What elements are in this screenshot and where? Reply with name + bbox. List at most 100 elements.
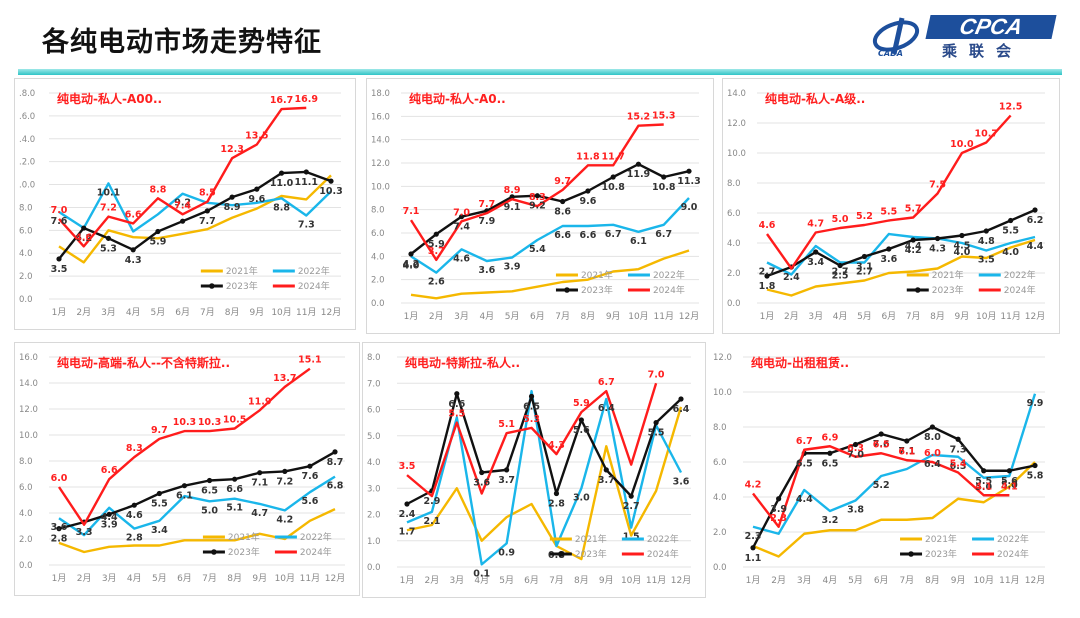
data-label: 3.5	[51, 264, 68, 275]
data-point-2023	[610, 174, 616, 180]
data-label: 4.3	[929, 244, 946, 255]
series-line-2024	[752, 445, 1010, 528]
chart-a00: .8.0 .6.0 .4.0 .2.0 .0.0 8.0 6.0 4.0 2.0 0.0 1月 2月 3…	[19, 89, 343, 318]
data-label: 12.3	[220, 144, 243, 155]
data-label: 3.3	[76, 527, 93, 538]
data-label: 5.0	[1001, 480, 1018, 491]
y-tick-label: 0.0	[371, 299, 385, 309]
x-tick-label: 10月	[976, 311, 996, 322]
data-label: 8.3	[126, 443, 143, 454]
y-tick-label: 6.0	[713, 458, 727, 468]
x-tick-label: 11月	[1000, 311, 1020, 322]
data-point-2023	[934, 235, 941, 242]
x-tick-label: 2月	[425, 575, 440, 586]
data-label: 6.7	[655, 229, 672, 240]
y-tick-label: 8.0	[367, 353, 381, 363]
data-label: 5.0	[975, 482, 992, 493]
y-tick-label: .8.0	[19, 89, 35, 99]
data-label: 2.4	[399, 509, 416, 520]
x-tick-label: 1月	[400, 575, 415, 586]
data-label: 6.5	[796, 458, 813, 469]
data-label: 3.9	[504, 262, 521, 273]
data-point-2023	[678, 396, 684, 402]
data-label: 3.1	[856, 262, 873, 273]
y-tick-label: 12.0	[19, 405, 38, 415]
data-label: 0.9	[498, 547, 515, 558]
x-tick-label: 10月	[621, 575, 641, 586]
svg-text:CADA: CADA	[878, 49, 903, 58]
data-label: 5.9	[573, 398, 590, 409]
data-label: 0.1	[473, 568, 490, 579]
y-tick-label: 8.0	[19, 203, 33, 213]
cada-logo-icon: CADA	[872, 17, 920, 58]
y-tick-label: 8.0	[19, 457, 33, 467]
x-tick-label: 7月	[200, 307, 215, 318]
data-label: 9.2	[174, 198, 191, 209]
data-label: 4.6	[126, 510, 143, 521]
data-label: 3.4	[807, 257, 824, 268]
data-label: 15.2	[627, 112, 650, 123]
data-label: 16.7	[270, 95, 293, 106]
data-point-2023	[910, 237, 916, 243]
x-tick-label: 8月	[930, 311, 945, 322]
x-tick-label: 9月	[252, 573, 267, 584]
data-point-2023	[106, 511, 112, 517]
legend-label: 2022年	[1004, 269, 1036, 281]
data-label: 7.9	[478, 216, 495, 227]
data-label: 4.2	[403, 259, 420, 270]
data-label: 5.5	[1002, 226, 1019, 237]
x-tick-label: 6月	[524, 575, 539, 586]
x-tick-label: 7月	[906, 311, 921, 322]
x-tick-label: 12月	[679, 311, 699, 322]
data-label: 11.9	[627, 169, 650, 180]
chart-title: 纯电动-出租租赁..	[751, 355, 849, 370]
y-tick-label: .2.0	[19, 158, 35, 168]
data-label: 8.0	[924, 432, 941, 443]
y-tick-label: 8.0	[713, 423, 727, 433]
data-point-2023	[686, 168, 692, 174]
data-point-2023	[603, 467, 609, 473]
data-label: 5.6	[1001, 476, 1018, 487]
data-label: 3.8	[847, 505, 864, 516]
x-tick-label: 4月	[126, 307, 141, 318]
series-line-2022	[766, 232, 1036, 276]
y-tick-label: 0.0	[713, 563, 727, 573]
data-label: 4.6	[75, 232, 92, 243]
chart-rental: 12.0 10.0 8.0 6.0 4.0 2.0 0.0 1月 2月 3月 4月 5月 6月 7月 8月 9…	[713, 353, 1045, 586]
x-tick-label: 4月	[474, 575, 489, 586]
x-tick-label: 4月	[823, 575, 838, 586]
y-tick-label: 2.0	[371, 276, 385, 286]
data-label: 6.4	[673, 404, 690, 415]
data-label: 9.6	[248, 194, 265, 205]
data-label: 7.1	[251, 478, 268, 489]
legend-marker-2023	[564, 287, 570, 293]
data-label: 2.3	[745, 531, 762, 542]
legend-label: 2022年	[653, 269, 685, 281]
x-tick-label: 6月	[177, 573, 192, 584]
data-label: 6.2	[75, 233, 92, 244]
data-label: 5.9	[428, 239, 445, 250]
data-point-2023	[105, 235, 112, 241]
legend-marker-2023	[209, 283, 215, 289]
chart-panel-a00: .8.0 .6.0 .4.0 .2.0 .0.0 8.0 6.0 4.0 2.0 0.0 1月 2月 3…	[14, 78, 356, 330]
x-tick-label: 4月	[833, 311, 848, 322]
data-point-2023	[454, 391, 460, 397]
cpca-logo: CADA CPCA 乘联会	[872, 12, 1060, 60]
data-point-2023	[764, 273, 770, 279]
data-label: 3.7	[598, 475, 615, 486]
legend-label: 2023年	[925, 548, 957, 560]
data-label: 3.6	[478, 265, 495, 276]
data-label: 13.7	[273, 373, 296, 384]
data-label: 6.6	[125, 209, 142, 220]
data-label: 4.7	[251, 508, 268, 519]
data-point-2023	[307, 463, 313, 469]
data-label: 8.3	[529, 192, 546, 203]
data-label: 8.5	[199, 188, 216, 199]
y-tick-label: 2.0	[713, 528, 727, 538]
series-line-2024	[58, 367, 311, 526]
series-line-2024	[58, 106, 307, 248]
data-label: 8.9	[224, 202, 241, 213]
data-label: 4.6	[453, 253, 470, 264]
legend-label: 2024年	[653, 284, 685, 296]
y-tick-label: 6.0	[19, 483, 33, 493]
